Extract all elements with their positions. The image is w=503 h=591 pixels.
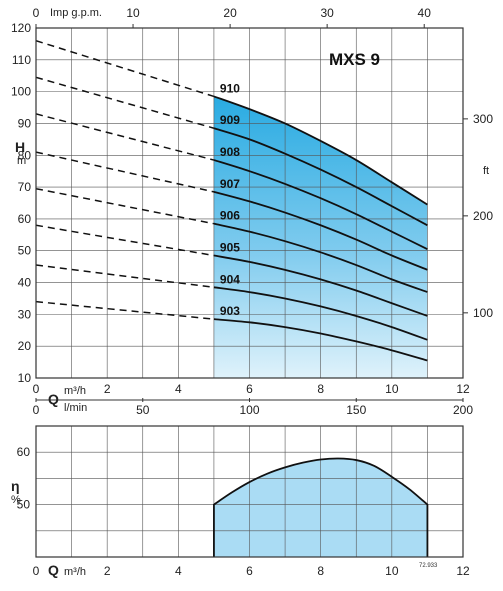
y-tick-label: 110	[12, 53, 31, 67]
x-axis-unit: m³/h	[64, 385, 86, 397]
curve-label-903: 903	[220, 304, 240, 318]
head-curve-908	[213, 159, 428, 250]
bottom-x-tick-label: 4	[175, 564, 182, 578]
top-axis-tick-label: 0	[33, 6, 40, 20]
head-curve-dashed-907	[36, 151, 215, 193]
bottom-x-axis-unit: m³/h	[64, 566, 86, 578]
bottom-x-tick-label: 0	[33, 564, 40, 578]
y-tick-label: 20	[18, 339, 32, 353]
x-tick-label: 12	[456, 382, 470, 396]
y-tick-label: 50	[18, 244, 32, 258]
eta-tick-label: 60	[17, 445, 31, 459]
bottom-x-tick-label: 10	[385, 564, 399, 578]
x-tick-label: 4	[175, 382, 182, 396]
curve-label-907: 907	[220, 177, 240, 191]
head-chart-border	[35, 27, 464, 379]
x-tick-label: 0	[33, 382, 40, 396]
y-tick-label: 80	[18, 148, 32, 162]
head-curve-905	[213, 254, 428, 317]
curve-label-909: 909	[220, 113, 240, 127]
second-x-axis-tick-label: 150	[346, 403, 366, 417]
curve-label-910: 910	[220, 81, 240, 95]
x-axis-symbol: Q	[48, 391, 59, 407]
right-axis-tick-label: 300	[473, 112, 493, 126]
y-tick-label: 120	[11, 21, 31, 35]
bottom-x-tick-label: 2	[104, 564, 111, 578]
efficiency-curve	[213, 457, 429, 557]
figure-code: 72.933	[419, 563, 438, 569]
y-tick-label: 70	[18, 180, 32, 194]
head-curve-dashed-903	[36, 300, 214, 320]
top-axis-tick-label: 20	[223, 6, 237, 20]
curve-label-905: 905	[220, 241, 240, 255]
y-axis-unit: m	[17, 155, 26, 167]
top-axis-label: Imp g.p.m.	[50, 7, 102, 19]
efficiency-chart-border	[35, 425, 464, 558]
second-x-axis-tick-label: 0	[33, 403, 40, 417]
head-curve-dashed-905	[36, 224, 215, 257]
x-tick-label: 10	[385, 382, 399, 396]
eta-tick-label: 50	[17, 498, 31, 512]
top-axis-tick-label: 10	[126, 6, 140, 20]
eta-unit: %	[11, 494, 21, 506]
head-curve-dashed-909	[36, 76, 215, 129]
bottom-x-tick-label: 8	[317, 564, 324, 578]
x-tick-label: 2	[104, 382, 111, 396]
curve-label-908: 908	[220, 145, 240, 159]
x-tick-label: 8	[317, 382, 324, 396]
y-tick-label: 90	[18, 116, 32, 130]
head-curve-909	[213, 127, 428, 227]
top-axis-tick-label: 40	[418, 6, 432, 20]
y-tick-label: 100	[11, 85, 31, 99]
head-curve-dashed-908	[36, 113, 215, 161]
second-x-axis-tick-label: 200	[453, 403, 473, 417]
model-title: MXS 9	[329, 50, 380, 69]
y-tick-label: 40	[18, 276, 32, 290]
bottom-x-axis-symbol: Q	[48, 562, 59, 578]
right-axis-tick-label: 200	[473, 209, 493, 223]
head-curve-903	[213, 318, 428, 362]
eta-symbol: η	[11, 478, 20, 494]
head-curve-910	[213, 95, 428, 206]
head-curve-906	[213, 222, 428, 293]
head-curve-dashed-906	[36, 187, 215, 225]
y-axis-symbol: H	[15, 139, 25, 155]
head-curve-dashed-904	[36, 264, 215, 289]
bottom-x-tick-label: 6	[246, 564, 253, 578]
curve-label-906: 906	[220, 209, 240, 223]
y-tick-label: 10	[18, 371, 32, 385]
y-tick-label: 60	[18, 212, 32, 226]
second-x-axis-unit: l/min	[64, 402, 87, 414]
y-tick-label: 30	[18, 307, 32, 321]
head-curve-904	[213, 286, 428, 341]
bottom-x-tick-label: 12	[456, 564, 470, 578]
second-x-axis-tick-label: 100	[239, 403, 259, 417]
head-curve-907	[213, 190, 428, 271]
second-x-axis-tick-label: 50	[136, 403, 150, 417]
right-axis-tick-label: 100	[473, 306, 493, 320]
curve-label-904: 904	[220, 272, 240, 286]
top-axis-tick-label: 30	[320, 6, 334, 20]
x-tick-label: 6	[246, 382, 253, 396]
right-axis-unit: ft	[483, 165, 489, 177]
